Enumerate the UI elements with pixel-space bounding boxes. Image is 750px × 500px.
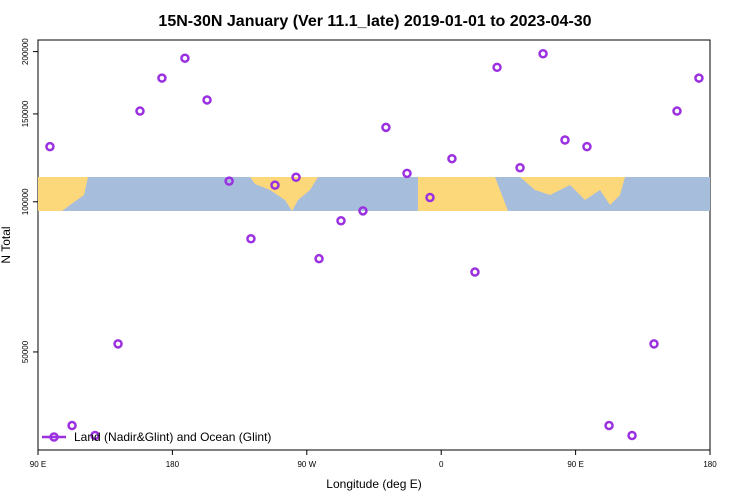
point xyxy=(314,253,324,264)
point xyxy=(180,53,190,63)
point xyxy=(560,135,570,145)
point xyxy=(604,420,614,431)
point xyxy=(627,430,637,441)
point xyxy=(135,106,145,116)
x-tick-label: 180 xyxy=(703,460,717,469)
point xyxy=(582,141,592,152)
point xyxy=(90,430,100,441)
y-tick-label: 150000 xyxy=(21,100,30,127)
point xyxy=(515,163,525,173)
y-tick-label: 50000 xyxy=(21,340,30,363)
point xyxy=(246,234,256,244)
point xyxy=(470,267,480,277)
point xyxy=(402,168,412,179)
point xyxy=(358,206,368,216)
point xyxy=(224,176,234,186)
x-tick-label: 90 E xyxy=(30,460,46,469)
point xyxy=(694,73,704,83)
point xyxy=(202,95,212,105)
x-tick-label: 0 xyxy=(439,460,444,469)
point xyxy=(270,180,280,190)
x-tick-label: 90 W xyxy=(297,460,316,469)
point xyxy=(649,339,659,349)
point xyxy=(672,106,682,116)
legend-marker xyxy=(49,432,59,442)
y-tick-label: 200000 xyxy=(21,38,30,65)
point xyxy=(45,141,55,152)
x-tick-label: 180 xyxy=(166,460,180,469)
x-axis-label: Longitude (deg E) xyxy=(326,477,421,491)
chart-title: 15N-30N January (Ver 11.1_late) 2019-01-… xyxy=(158,13,591,30)
point xyxy=(538,49,548,59)
point xyxy=(157,73,167,83)
point xyxy=(291,172,301,182)
point xyxy=(67,420,77,431)
point xyxy=(447,153,457,164)
y-axis-label: N Total xyxy=(0,226,13,263)
legend-label: Land (Nadir&Glint) and Ocean (Glint) xyxy=(74,430,271,444)
point xyxy=(492,62,502,73)
x-tick-label: 90 E xyxy=(567,460,583,469)
point xyxy=(336,216,346,226)
point xyxy=(113,339,123,349)
point xyxy=(381,122,391,133)
map-strip xyxy=(38,177,710,211)
y-tick-label: 100000 xyxy=(21,188,30,215)
point xyxy=(425,192,435,203)
plot-frame xyxy=(37,39,711,451)
